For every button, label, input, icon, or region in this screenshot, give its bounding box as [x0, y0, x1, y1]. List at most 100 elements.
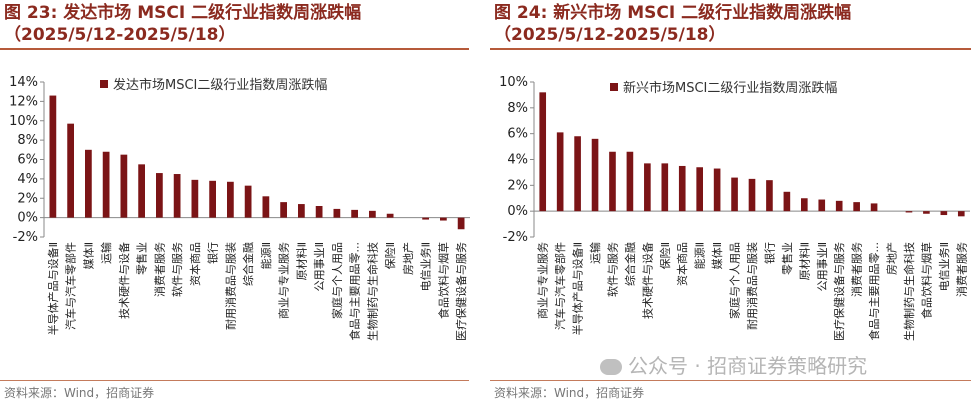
- category-label: 电信业务Ⅱ: [420, 242, 433, 291]
- category-label: 医疗保健设备与服务: [454, 242, 468, 341]
- category-label: 原材料Ⅱ: [797, 242, 811, 280]
- category-label: 综合金融: [241, 242, 255, 286]
- bar: [731, 177, 738, 212]
- y-tick-label: 4%: [507, 153, 528, 168]
- y-tick-label: 8%: [507, 101, 528, 116]
- chart-title: 图 23: 发达市场 MSCI 二级行业指数周涨跌幅 （2025/5/12-20…: [4, 2, 361, 46]
- category-label: 房地产: [401, 242, 415, 275]
- bar: [333, 208, 341, 218]
- category-label: 保险Ⅱ: [383, 242, 397, 269]
- bar: [609, 151, 616, 212]
- bar: [923, 211, 930, 214]
- bar: [905, 211, 913, 213]
- legend-label: 发达市场MSCI二级行业指数周涨跌幅: [113, 77, 327, 93]
- bar: [835, 200, 843, 212]
- legend-swatch: [100, 80, 108, 88]
- title-divider: [490, 48, 971, 50]
- category-label: 媒体Ⅱ: [710, 242, 724, 269]
- bar: [120, 154, 128, 218]
- bar: [591, 138, 599, 212]
- bar: [156, 173, 163, 218]
- category-label: 生物制药与生命科技: [902, 242, 916, 341]
- category-label: 能源Ⅱ: [259, 242, 273, 269]
- watermark: 公众号 · 招商证券策略研究: [600, 350, 867, 379]
- bar: [67, 123, 74, 218]
- bar: [85, 149, 92, 218]
- category-label: 综合金融: [623, 242, 637, 286]
- bar: [853, 202, 860, 212]
- y-tick-label: 10%: [9, 114, 38, 129]
- watermark-text: 公众号 · 招商证券策略研究: [628, 354, 868, 378]
- bar-chart-emerging: -2% 0% 2% 4% 6% 8% 10% 商业与专业服务 汽车与汽车零部件 半导体产品与设备Ⅱ…: [499, 75, 970, 341]
- y-tick-label: 12%: [9, 94, 38, 109]
- bar: [49, 95, 57, 218]
- category-label: 零售业: [135, 242, 149, 275]
- bar: [556, 132, 564, 212]
- category-label: 消费者服务: [850, 242, 864, 297]
- bar: [262, 196, 270, 218]
- category-label: 半导体产品与设备Ⅱ: [46, 242, 60, 335]
- chart-title-line1: 图 24: 新兴市场 MSCI 二级行业指数周涨跌幅: [494, 3, 852, 23]
- bar: [227, 181, 234, 218]
- bar: [766, 180, 773, 212]
- category-label: 软件与服务: [605, 242, 619, 297]
- bar: [209, 180, 216, 218]
- category-label: 技术硬件与设备: [117, 242, 131, 319]
- category-label: 汽车与汽车零部件: [64, 242, 78, 330]
- bar: [280, 202, 287, 218]
- bar: [351, 209, 358, 218]
- category-label: 能源Ⅱ: [693, 242, 707, 269]
- category-label: 银行: [206, 242, 220, 264]
- category-label: 商业与专业服务: [277, 242, 291, 319]
- y-tick-label: 14%: [9, 75, 38, 90]
- bar: [870, 203, 878, 212]
- bar: [173, 174, 181, 218]
- category-label: 食品与主要用品零...: [348, 242, 362, 341]
- category-label: 保险Ⅱ: [658, 242, 672, 269]
- bar: [713, 168, 721, 212]
- category-label: 医疗保健设备与服务: [832, 242, 846, 341]
- category-label: 食品饮料与烟草: [919, 242, 933, 319]
- category-label: 食品与主要用品零...: [867, 242, 881, 341]
- category-label: 零售业: [780, 242, 794, 275]
- category-label: 资本商品: [188, 242, 202, 286]
- category-label: 房地产: [885, 242, 899, 275]
- category-label: 媒体Ⅱ: [81, 242, 95, 269]
- category-label: 生物制药与生命科技: [365, 242, 379, 341]
- chart-panel-developed: 图 23: 发达市场 MSCI 二级行业指数周涨跌幅 （2025/5/12-20…: [0, 0, 475, 404]
- y-tick-label: -2%: [503, 230, 528, 245]
- bar: [191, 179, 199, 218]
- y-tick-label: 6%: [507, 127, 528, 142]
- y-tick-label: -2%: [13, 230, 38, 245]
- category-label: 家庭与个人用品: [330, 242, 344, 319]
- footer-divider: [0, 380, 469, 381]
- y-tick-label: 8%: [17, 133, 38, 148]
- category-label: 运输: [99, 242, 113, 264]
- category-label: 公用事业Ⅱ: [816, 242, 829, 291]
- bar: [457, 217, 465, 230]
- bar: [801, 198, 808, 212]
- bar: [138, 164, 145, 218]
- bar: [678, 165, 686, 212]
- category-label: 商业与专业服务: [536, 242, 550, 319]
- legend-label: 新兴市场MSCI二级行业指数周涨跌幅: [623, 80, 837, 96]
- category-label: 技术硬件与设备: [640, 242, 654, 319]
- chart-panel-emerging: 图 24: 新兴市场 MSCI 二级行业指数周涨跌幅 （2025/5/12-20…: [490, 0, 977, 404]
- category-label: 消费者服务: [152, 242, 166, 297]
- bar: [696, 167, 703, 212]
- bar: [298, 204, 305, 218]
- chart-title-line2: （2025/5/12-2025/5/18）: [4, 25, 236, 45]
- bar: [818, 199, 826, 212]
- chart-title-line2: （2025/5/12-2025/5/18）: [494, 25, 726, 45]
- bar: [369, 210, 376, 218]
- bar: [940, 211, 948, 216]
- bar: [315, 206, 323, 218]
- category-label: 运输: [588, 242, 602, 264]
- bar: [574, 136, 581, 212]
- wechat-icon: [600, 359, 622, 375]
- bar-chart-developed: -2% 0% 2% 4% 6% 8% 10% 12% 14% 半导体产品与设备Ⅱ 汽车与汽车零部件媒…: [9, 75, 470, 341]
- category-label: 银行: [762, 242, 776, 264]
- bar: [626, 151, 634, 212]
- category-label: 消费者服务: [954, 242, 968, 297]
- chart-title: 图 24: 新兴市场 MSCI 二级行业指数周涨跌幅 （2025/5/12-20…: [494, 2, 851, 46]
